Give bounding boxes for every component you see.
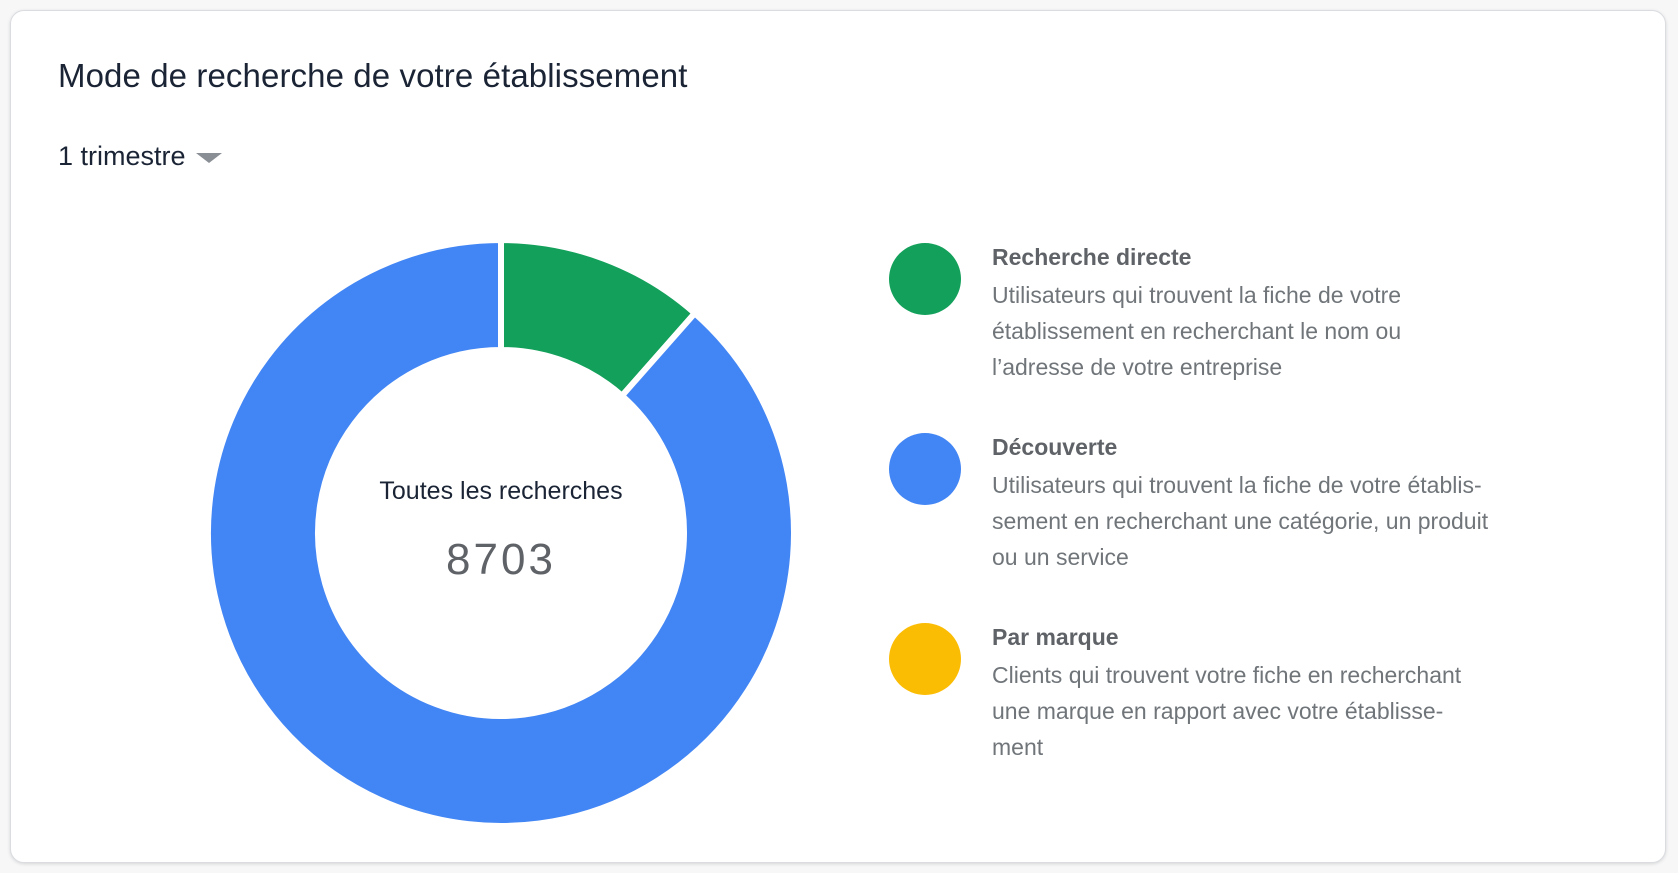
legend-description-line: l’adresse de votre entreprise xyxy=(992,354,1283,380)
chevron-down-icon xyxy=(195,153,222,163)
legend-title: Recherche directe xyxy=(992,244,1192,270)
legend-description-line: établissement en recherchant le nom ou xyxy=(992,318,1402,344)
legend-swatch-recherche-directe xyxy=(889,243,961,315)
legend-item-decouverte[interactable]: Découverte Utilisateurs qui trouvent la … xyxy=(889,421,1569,591)
period-selected-value: 1 trimestre xyxy=(58,140,186,171)
legend-description-line: Utilisateurs qui trouvent la fiche de vo… xyxy=(992,472,1482,498)
legend-swatch-par-marque xyxy=(889,623,961,695)
legend-description-line: ment xyxy=(992,734,1044,760)
legend-description: Clients qui trouvent votre fiche en rech… xyxy=(992,657,1562,765)
donut-chart-svg xyxy=(205,236,797,829)
legend-description-line: une marque en rapport avec votre établis… xyxy=(992,698,1444,724)
legend-swatch-decouverte xyxy=(889,433,961,505)
card-title: Mode de recherche de votre établissement xyxy=(58,57,688,94)
donut-chart: Toutes les recherches 8703 xyxy=(201,233,801,833)
legend-item-par-marque[interactable]: Par marque Clients qui trouvent votre fi… xyxy=(889,611,1569,781)
legend-title: Par marque xyxy=(992,624,1119,650)
legend-description: Utilisateurs qui trouvent la fiche de vo… xyxy=(992,467,1562,575)
legend-description: Utilisateurs qui trouvent la fiche de vo… xyxy=(992,277,1562,385)
legend-description-line: Clients qui trouvent votre fiche en rech… xyxy=(992,662,1462,688)
legend-item-recherche-directe[interactable]: Recherche directe Utilisateurs qui trouv… xyxy=(889,231,1569,401)
legend-title: Découverte xyxy=(992,434,1118,460)
legend-description-line: Utilisateurs qui trouvent la fiche de vo… xyxy=(992,282,1402,308)
search-mode-card: Mode de recherche de votre établissement… xyxy=(10,10,1666,863)
legend-description-line: sement en recherchant une catégorie, un … xyxy=(992,508,1489,534)
donut-slice-decouverte[interactable] xyxy=(205,236,797,829)
period-dropdown[interactable]: 1 trimestre xyxy=(58,139,222,173)
legend-description-line: ou un service xyxy=(992,544,1129,570)
